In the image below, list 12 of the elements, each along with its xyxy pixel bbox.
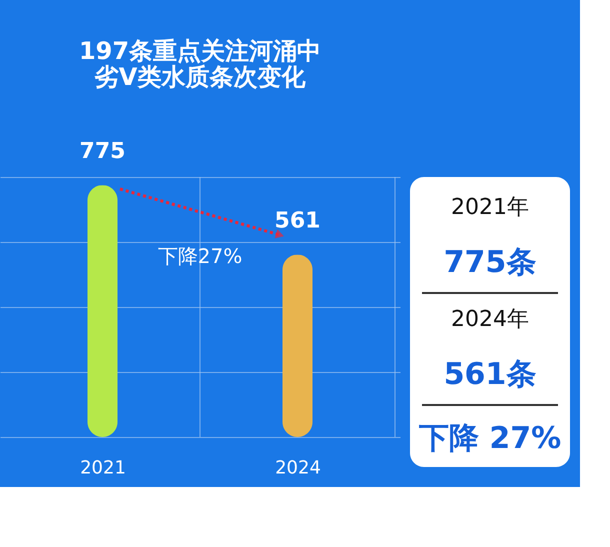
x-tick-label: 2021 [80,458,126,478]
x-tick-label: 2024 [275,458,321,478]
text: 561条 [444,357,536,392]
text: 775条 [444,245,536,280]
text: 劣V类水质条次变化 [94,63,306,92]
data-label: 775 [80,139,126,164]
text: 下降 27% [418,421,562,456]
annotation: 下降27% [158,244,242,268]
data-label: 561 [274,208,320,234]
text: 2024年 [451,307,529,332]
text: 2021年 [451,195,529,220]
text: 197条重点关注河涌中 [78,37,322,66]
